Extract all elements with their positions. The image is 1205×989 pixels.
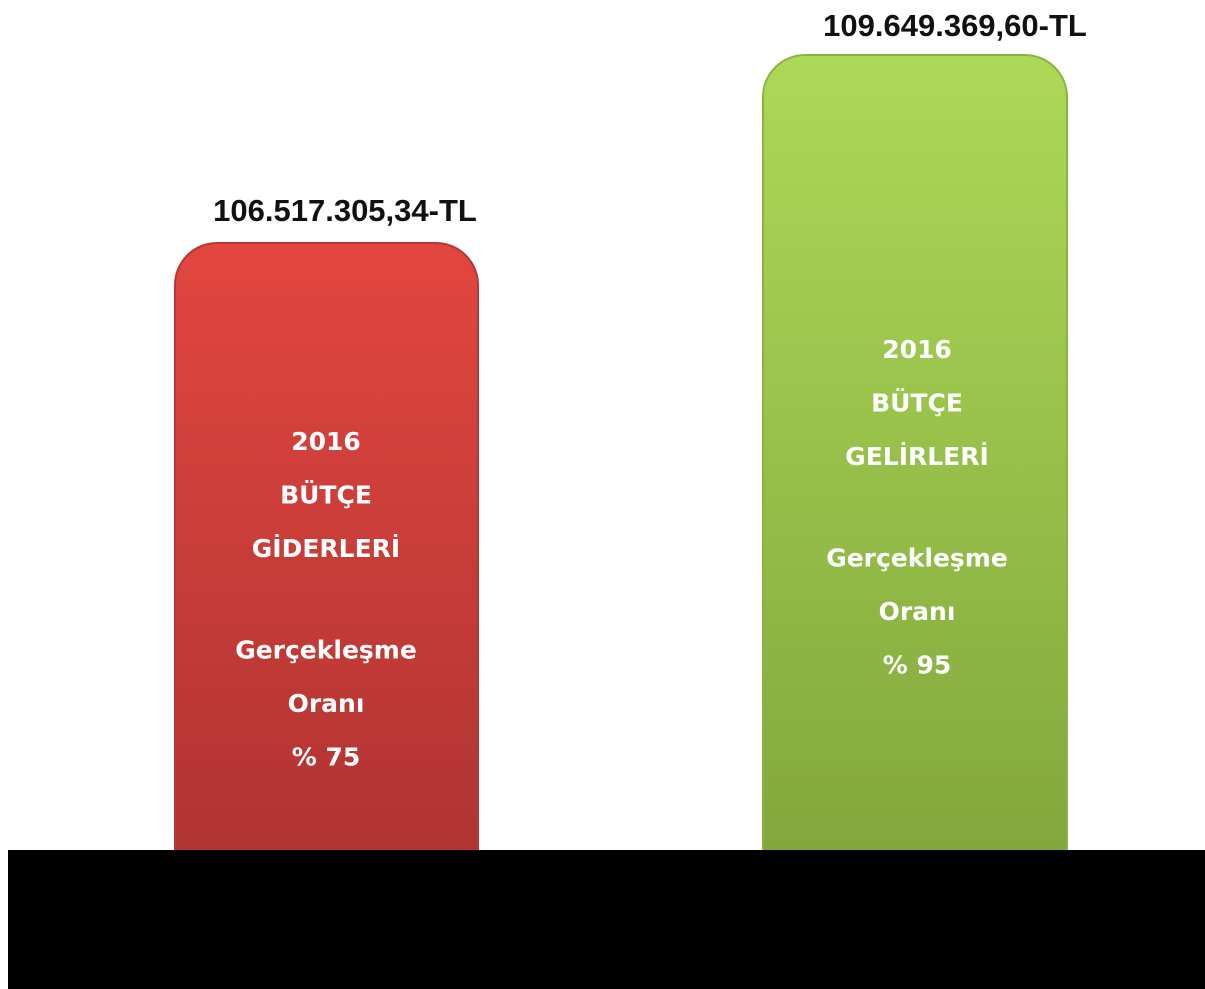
- amount-label: 106.517.305,34-TL: [213, 193, 477, 228]
- rate-label: Gerçekleşme: [235, 636, 417, 665]
- rate-label: Oranı: [879, 597, 956, 626]
- bar-title: 2016: [882, 335, 952, 364]
- bar-title: BÜTÇE: [280, 480, 372, 510]
- bar-title: GİDERLERİ: [252, 533, 400, 563]
- base: [8, 850, 1205, 989]
- expense-bar: [174, 242, 479, 944]
- rate-label: % 75: [292, 743, 361, 772]
- amount-label: 109.649.369,60-TL: [823, 8, 1087, 43]
- income-bar: [762, 54, 1068, 944]
- rate-label: Gerçekleşme: [826, 544, 1008, 573]
- bar-title: BÜTÇE: [871, 388, 963, 418]
- bar-title: 2016: [291, 427, 361, 456]
- rate-label: % 95: [883, 651, 952, 680]
- rate-label: Oranı: [288, 689, 365, 718]
- bar-title: GELİRLERİ: [845, 441, 989, 471]
